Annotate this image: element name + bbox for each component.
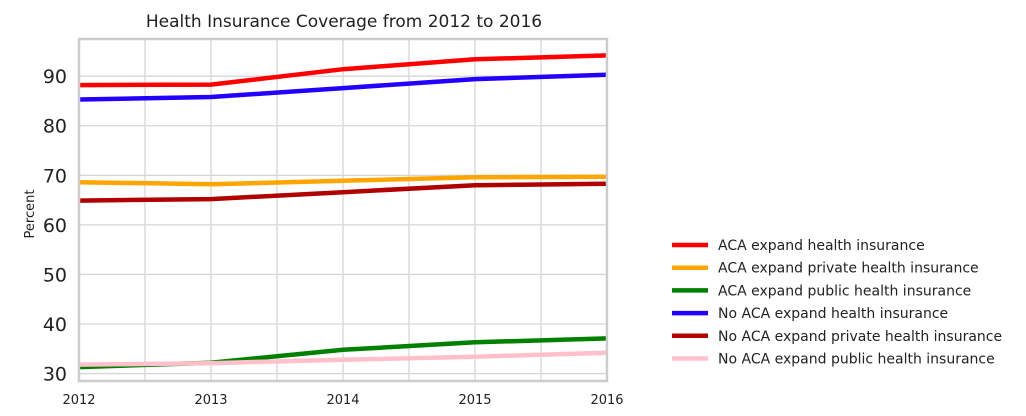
x-tick-label: 2015 <box>458 393 491 408</box>
legend-label: No ACA expand private health insurance <box>718 329 1002 345</box>
series-line <box>78 72 608 102</box>
y-tick-label: 70 <box>43 165 67 187</box>
series-line <box>78 174 608 187</box>
series-lines <box>78 53 608 370</box>
y-tick-label: 30 <box>43 364 67 386</box>
legend-label: No ACA expand public health insurance <box>718 352 995 368</box>
x-tick-label: 2012 <box>62 393 95 408</box>
y-axis-label: Percent <box>23 190 38 239</box>
legend-item: ACA expand private health insurance <box>672 261 979 277</box>
series-line <box>78 181 608 203</box>
x-tick-label: 2013 <box>194 393 227 408</box>
legend-label: ACA expand health insurance <box>718 238 925 254</box>
y-tick-label: 80 <box>43 116 67 138</box>
y-tick-labels: 30 40 50 60 70 80 90 <box>43 66 67 385</box>
x-tick-label: 2014 <box>326 393 359 408</box>
series-line <box>78 53 608 88</box>
legend-label: No ACA expand health insurance <box>718 306 948 322</box>
legend-item: No ACA expand health insurance <box>672 306 948 322</box>
x-tick-label: 2016 <box>590 393 623 408</box>
legend-label: ACA expand public health insurance <box>718 283 971 299</box>
y-tick-label: 40 <box>43 314 67 336</box>
y-tick-label: 90 <box>43 66 67 88</box>
legend-label: ACA expand private health insurance <box>718 261 979 277</box>
legend-item: ACA expand public health insurance <box>672 283 971 299</box>
y-tick-label: 60 <box>43 215 67 237</box>
legend-item: No ACA expand public health insurance <box>672 352 995 368</box>
legend-item: ACA expand health insurance <box>672 238 925 254</box>
series-line <box>78 350 608 367</box>
y-tick-label: 50 <box>43 264 67 286</box>
legend-item: No ACA expand private health insurance <box>672 329 1002 345</box>
chart-title: Health Insurance Coverage from 2012 to 2… <box>146 12 542 32</box>
legend: ACA expand health insurance ACA expand pr… <box>672 238 1002 368</box>
x-tick-labels: 2012 2013 2014 2015 2016 <box>62 393 623 408</box>
plot-frame <box>77 37 609 383</box>
